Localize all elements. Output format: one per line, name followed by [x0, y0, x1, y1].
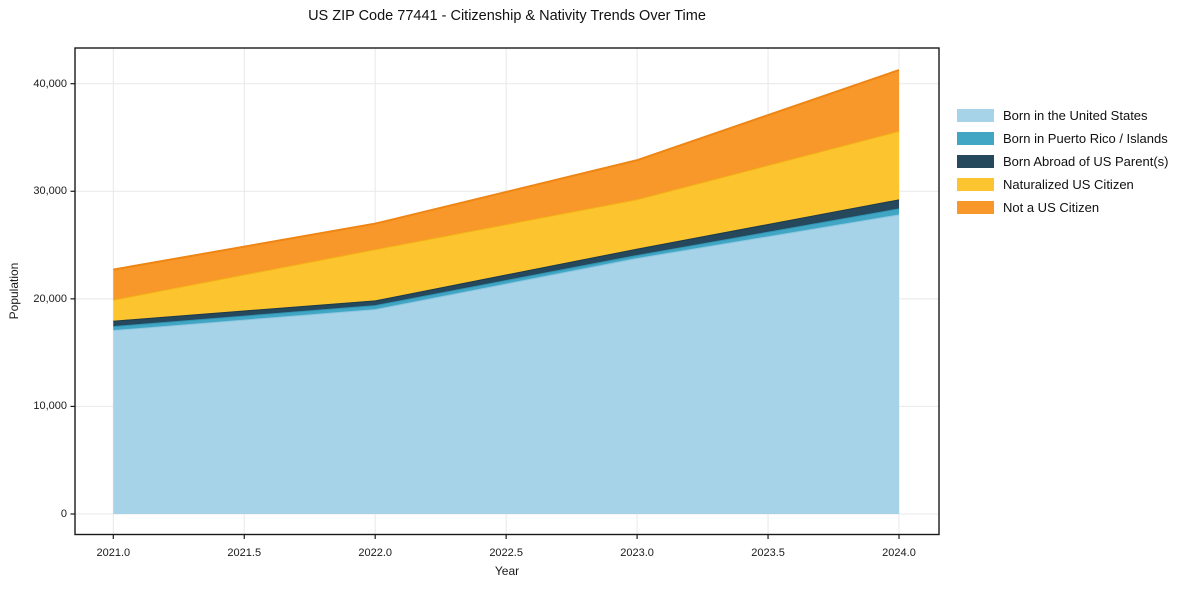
legend-label: Naturalized US Citizen [1003, 177, 1134, 192]
area-edge-4 [113, 69, 900, 271]
legend-swatch-icon [957, 109, 994, 122]
legend-swatch-icon [957, 155, 994, 168]
y-tick-label: 0 [60, 508, 67, 520]
plot-frame [74, 47, 940, 536]
legend-label: Not a US Citizen [1003, 200, 1100, 215]
x-tick-label: 2021.5 [227, 547, 262, 559]
legend-item: Naturalized US Citizen [957, 173, 1168, 196]
legend-label: Born in the United States [1003, 108, 1148, 123]
x-axis-label: Year [494, 564, 520, 578]
area-band-3 [113, 131, 900, 321]
legend-label: Born in Puerto Rico / Islands [1003, 131, 1168, 146]
x-tick-label: 2024.0 [882, 547, 916, 559]
x-tick-label: 2022.5 [489, 547, 523, 559]
legend-swatch-icon [957, 201, 994, 214]
y-tick-label: 20,000 [33, 292, 67, 305]
legend-swatch-icon [957, 132, 994, 145]
x-tick-label: 2023.5 [751, 547, 785, 559]
legend-label: Born Abroad of US Parent(s) [1003, 154, 1169, 169]
x-tick-label: 2021.0 [96, 547, 131, 559]
area-band-0 [113, 214, 900, 514]
legend-swatch-icon [957, 178, 994, 191]
legend: Born in the United States Born in Puerto … [957, 104, 1168, 219]
legend-item: Born Abroad of US Parent(s) [957, 150, 1168, 173]
y-axis-label: Population [7, 262, 21, 320]
area-band-4 [113, 70, 900, 300]
chart-title: US ZIP Code 77441 - Citizenship & Nativi… [308, 8, 706, 24]
y-tick-label: 10,000 [33, 400, 67, 413]
x-tick-label: 2022.0 [358, 547, 393, 559]
legend-item: Born in the United States [957, 104, 1168, 127]
legend-item: Not a US Citizen [957, 196, 1168, 219]
legend-item: Born in Puerto Rico / Islands [957, 127, 1168, 150]
y-tick-label: 30,000 [33, 185, 67, 198]
x-tick-label: 2023.0 [620, 547, 654, 559]
y-tick-label: 40,000 [33, 77, 67, 90]
stacked-area-series [113, 69, 900, 514]
axis-tick-marks [70, 83, 900, 539]
